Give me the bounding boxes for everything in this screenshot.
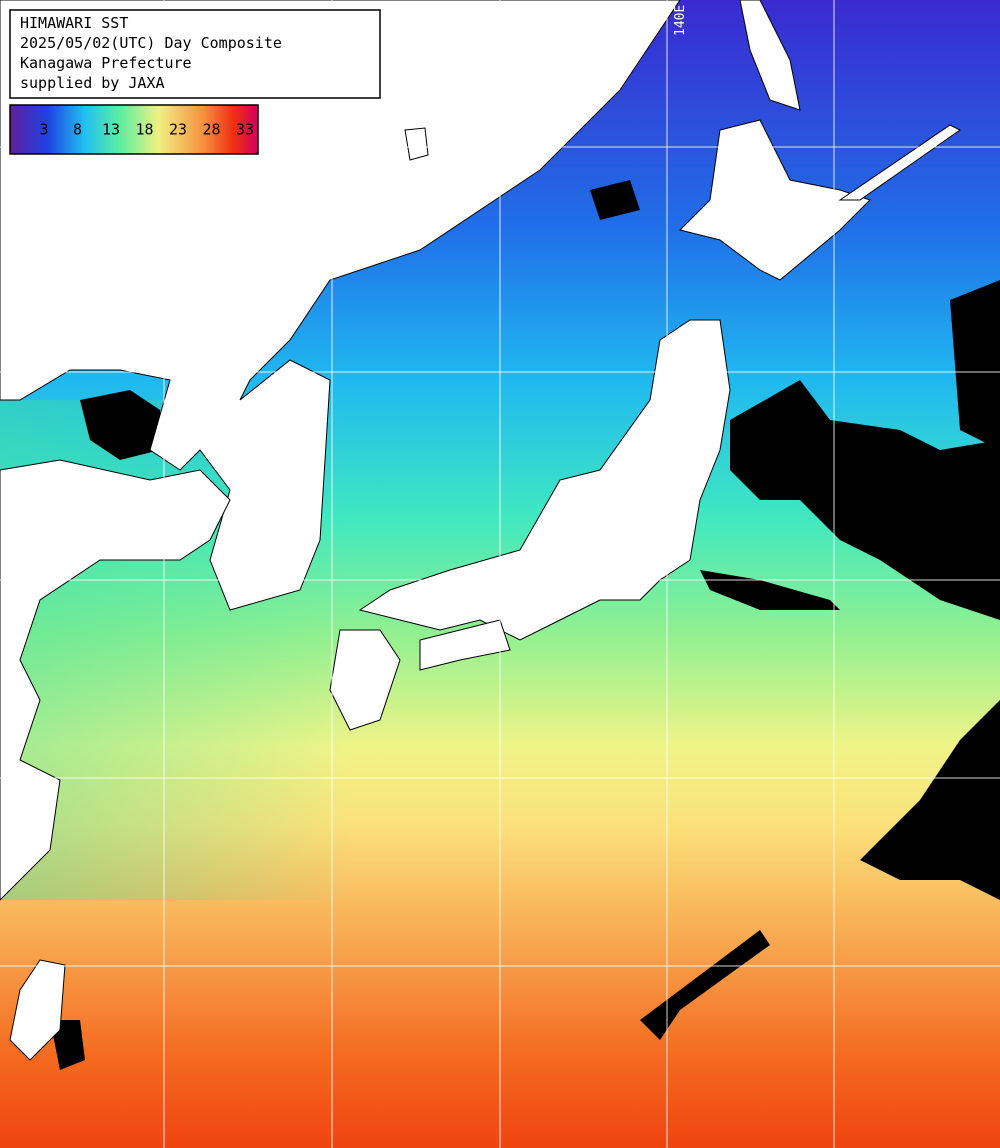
cloud <box>950 280 1000 450</box>
hokkaido <box>679 119 871 281</box>
island <box>404 127 429 161</box>
colorbar <box>9 104 259 155</box>
cloud <box>860 700 1000 900</box>
kyushu <box>329 629 401 731</box>
latitude-label: 40N <box>0 356 15 371</box>
shikoku <box>419 619 511 671</box>
taiwan <box>9 959 66 1061</box>
colorbar-label: 33 <box>236 121 254 139</box>
cloud <box>590 180 640 220</box>
colorbar-label: 8 <box>73 121 82 139</box>
colorbar-label: 3 <box>39 121 48 139</box>
title-box <box>9 9 381 99</box>
cloud <box>640 930 770 1040</box>
title-line: 2025/05/02(UTC) Day Composite <box>20 34 282 52</box>
longitude-label: 140E <box>673 5 688 36</box>
clouds <box>50 180 1000 1070</box>
cloud <box>50 1020 85 1070</box>
title-line: HIMAWARI SST <box>20 14 128 32</box>
kuril-islands <box>838 124 961 201</box>
title-line: supplied by JAXA <box>20 74 165 92</box>
sakhalin <box>739 0 801 111</box>
title-line: Kanagawa Prefecture <box>20 54 192 72</box>
colorbar-label: 23 <box>169 121 187 139</box>
colorbar-label: 13 <box>102 121 120 139</box>
colorbar-label: 18 <box>135 121 153 139</box>
honshu <box>358 319 731 641</box>
cloud <box>80 390 160 460</box>
colorbar-label: 28 <box>202 121 220 139</box>
cloud <box>730 380 1000 620</box>
